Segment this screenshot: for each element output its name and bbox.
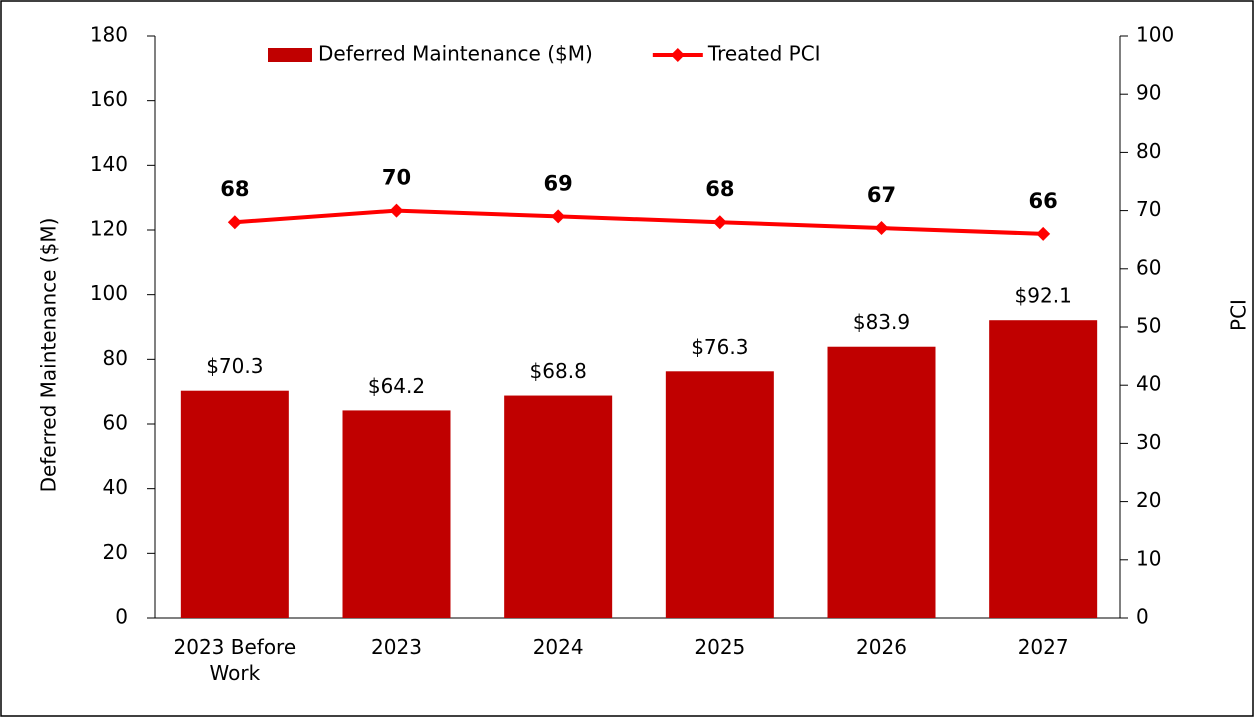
y-tick-label: 180 bbox=[90, 23, 128, 47]
bar-value-label: $68.8 bbox=[530, 359, 587, 383]
legend-swatch bbox=[268, 48, 312, 62]
bar-value-label: $92.1 bbox=[1015, 284, 1072, 308]
x-tick-label: 2026 bbox=[856, 635, 907, 659]
y2-tick-label: 0 bbox=[1136, 605, 1149, 629]
line-marker bbox=[874, 221, 889, 236]
y2-tick-label: 80 bbox=[1136, 139, 1161, 163]
bar bbox=[504, 395, 613, 618]
y2-tick-label: 50 bbox=[1136, 314, 1161, 338]
x-tick-label: 2023 Before Work bbox=[173, 635, 297, 685]
legend-label: Treated PCI bbox=[707, 42, 821, 66]
line-value-label: 68 bbox=[220, 177, 249, 201]
bar bbox=[342, 410, 451, 618]
bar-value-label: $64.2 bbox=[368, 374, 425, 398]
bar-value-label: $70.3 bbox=[206, 354, 263, 378]
bar bbox=[989, 320, 1098, 618]
y-tick-label: 60 bbox=[103, 411, 128, 435]
y-tick-label: 40 bbox=[103, 475, 128, 499]
line-marker bbox=[712, 215, 727, 230]
line-value-label: 70 bbox=[382, 166, 411, 190]
bar bbox=[665, 371, 774, 618]
bar bbox=[827, 346, 936, 618]
bar-value-label: $76.3 bbox=[691, 335, 748, 359]
line-marker bbox=[1036, 226, 1051, 241]
x-tick-label: 2024 bbox=[532, 635, 584, 659]
line bbox=[234, 208, 1044, 236]
line-value-label: 67 bbox=[867, 183, 896, 207]
y2-tick-label: 70 bbox=[1136, 197, 1161, 221]
y2-tick-label: 30 bbox=[1136, 430, 1161, 454]
y2-axis-title: PCI bbox=[1227, 299, 1251, 331]
y2-tick-label: 60 bbox=[1136, 255, 1161, 279]
line-value-label: 69 bbox=[544, 171, 573, 195]
y-tick-label: 80 bbox=[103, 346, 128, 370]
line-marker bbox=[227, 215, 242, 230]
bar bbox=[180, 390, 289, 618]
line-value-label: 68 bbox=[705, 177, 734, 201]
y2-tick-label: 40 bbox=[1136, 372, 1161, 396]
y-tick-label: 20 bbox=[103, 540, 128, 564]
x-tick-label: 2027 bbox=[1017, 635, 1069, 659]
y-tick-label: 0 bbox=[115, 605, 128, 629]
y2-tick-label: 10 bbox=[1136, 546, 1161, 570]
y2-tick-label: 20 bbox=[1136, 488, 1161, 512]
legend-label: Deferred Maintenance ($M) bbox=[318, 42, 593, 66]
x-tick-label: 2023 bbox=[371, 635, 422, 659]
line-marker bbox=[551, 209, 566, 224]
line-value-label: 66 bbox=[1029, 189, 1058, 213]
y2-tick-label: 100 bbox=[1136, 23, 1174, 47]
y2-tick-label: 90 bbox=[1136, 81, 1161, 105]
y-tick-label: 140 bbox=[90, 152, 128, 176]
y-axis-title: Deferred Maintenance ($M) bbox=[37, 218, 61, 493]
bar-value-label: $83.9 bbox=[853, 310, 910, 334]
y-tick-label: 100 bbox=[90, 281, 128, 305]
legend-swatch bbox=[670, 48, 685, 62]
y-tick-label: 160 bbox=[90, 87, 128, 111]
y-tick-label: 120 bbox=[90, 217, 128, 241]
line-marker bbox=[389, 203, 404, 218]
x-tick-label: 2025 bbox=[694, 635, 746, 659]
